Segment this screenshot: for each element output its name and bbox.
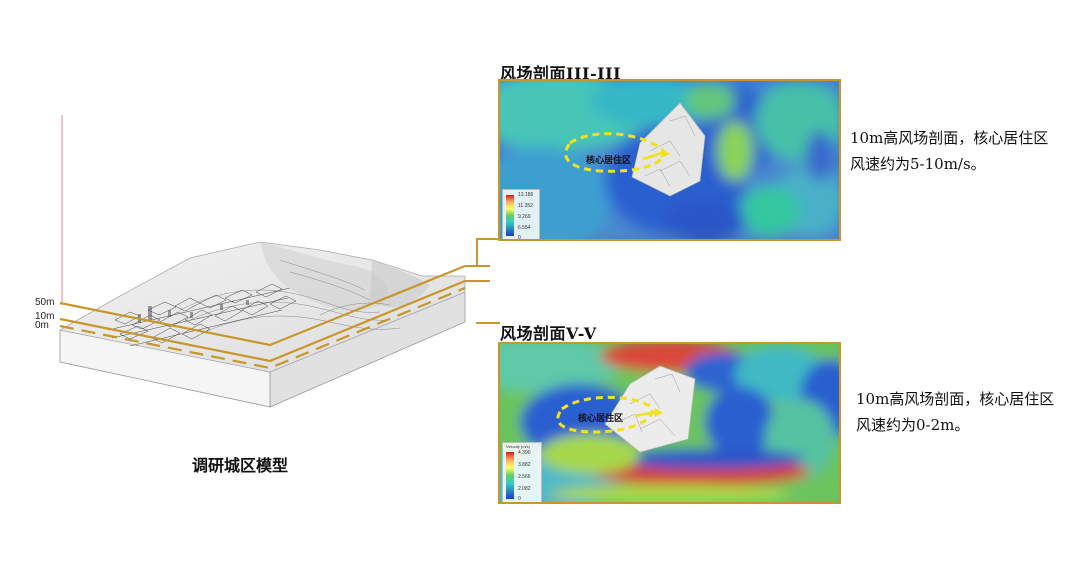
panel-2-note: 10m高风场剖面，核心居住区风速约为0-2m。	[856, 390, 1055, 434]
legend-colorbar	[506, 195, 514, 236]
city-model-drawing	[58, 115, 499, 408]
legend-tick: 11.352	[518, 203, 533, 209]
model-caption: 调研城区模型	[192, 456, 289, 475]
plane-50m	[59, 264, 466, 347]
legend-tick: 9.269	[518, 214, 531, 220]
level-label-10m: 10m	[35, 311, 55, 322]
level-label-50m: 50m	[35, 297, 55, 308]
city-model	[20, 100, 499, 420]
connector-upper-foot	[476, 238, 500, 240]
connector-lower-leg	[476, 322, 500, 324]
panel-2-legend: Velocity (m/s) 4.390 3.882 2.566 2.082 0	[502, 442, 542, 502]
legend-title: Velocity (m/s)	[506, 444, 531, 449]
legend-tick: 6.554	[518, 225, 531, 231]
legend-tick: 4.390	[518, 450, 531, 456]
wind-field-map-1	[500, 81, 839, 239]
core-zone-outline-2	[556, 395, 654, 434]
legend-tick: 0	[518, 235, 521, 241]
buildings-1	[631, 102, 706, 197]
core-zone-outline-1	[564, 132, 665, 173]
legend-tick: 3.882	[518, 462, 531, 468]
level-label-0m: 0m	[35, 320, 49, 331]
panel-1-title: 风场剖面III-III	[500, 64, 622, 83]
legend-tick: 2.566	[518, 474, 531, 480]
wind-field-map-2	[500, 344, 839, 502]
panel-1-legend: 13.186 11.352 9.269 6.554 0	[502, 189, 540, 241]
wind-field-panel-2: 核心居住区 Velocity (m/s) 4.390 3.882 2.566 2…	[498, 342, 841, 504]
panel-1-zone-label: 核心居住区	[586, 156, 632, 166]
panel-2-title: 风场剖面V-V	[500, 324, 597, 343]
legend-tick: 0	[518, 496, 521, 502]
legend-tick: 13.186	[518, 192, 534, 198]
connector-upper-leg	[476, 238, 478, 266]
connector-lower	[465, 280, 499, 322]
panel-1-note: 10m高风场剖面，核心居住区风速约为5-10m/s。	[850, 129, 1049, 173]
plane-10m	[59, 279, 466, 363]
buildings-2	[604, 365, 696, 453]
plane-0m	[59, 286, 466, 370]
legend-colorbar	[506, 452, 514, 499]
legend-tick: 2.082	[518, 486, 531, 492]
wind-field-panel-1: 核心居住区 13.186 11.352 9.269 6.554 0	[498, 79, 841, 241]
panel-2-zone-label: 核心居住区	[578, 414, 624, 424]
